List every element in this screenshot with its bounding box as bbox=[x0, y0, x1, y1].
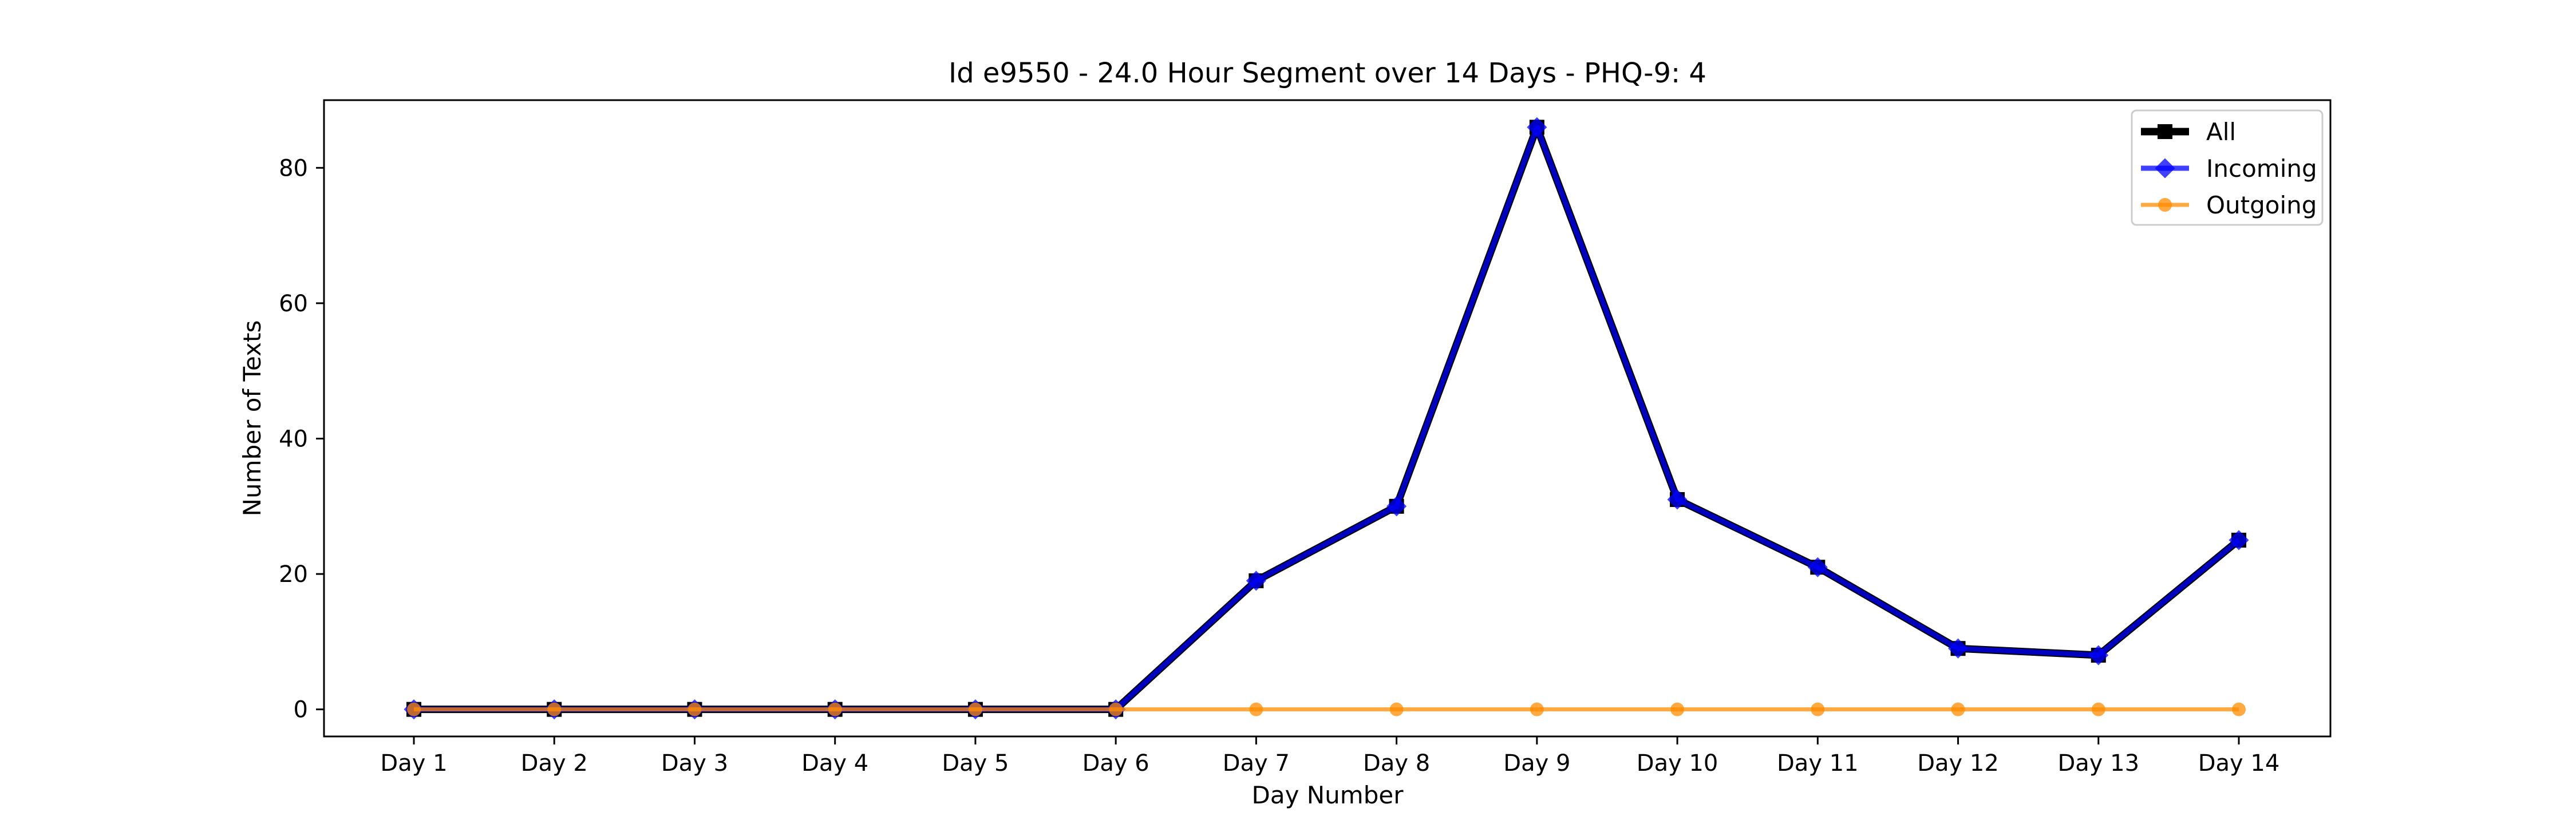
x-axis-ticks: Day 1 Day 2 Day 3 Day 4 Day 5 Day 6 Day 7 Day 8… bbox=[380, 736, 2279, 777]
data-point bbox=[2091, 702, 2105, 716]
chart-title: Id e9550 - 24.0 Hour Segment over 14 Day… bbox=[949, 57, 1706, 89]
data-point bbox=[1249, 702, 1263, 716]
data-point bbox=[1389, 702, 1404, 716]
data-point bbox=[407, 702, 421, 716]
x-tick-label: Day 14 bbox=[2198, 750, 2280, 777]
data-point bbox=[1530, 702, 1544, 716]
data-point bbox=[2158, 198, 2172, 212]
y-tick-label: 20 bbox=[279, 561, 308, 588]
series-line bbox=[414, 123, 2242, 714]
x-tick-label: Day 7 bbox=[1223, 750, 1290, 777]
y-tick-label: 40 bbox=[279, 426, 308, 452]
legend-label: Incoming bbox=[2206, 154, 2317, 183]
x-tick-label: Day 4 bbox=[801, 750, 868, 777]
legend: All Incoming Outgoing bbox=[2131, 109, 2324, 226]
data-point bbox=[2088, 645, 2109, 665]
data-point bbox=[2155, 158, 2175, 179]
series-all bbox=[406, 120, 2246, 717]
x-tick-label: Day 13 bbox=[2057, 750, 2139, 777]
x-tick-label: Day 9 bbox=[1503, 750, 1570, 777]
x-tick-label: Day 12 bbox=[1917, 750, 1999, 777]
legend-item: All bbox=[2141, 118, 2236, 146]
legend-label: All bbox=[2206, 118, 2236, 146]
x-tick-label: Day 6 bbox=[1082, 750, 1149, 777]
x-axis-label: Day Number bbox=[1251, 781, 1404, 809]
data-point bbox=[1109, 702, 1123, 716]
x-tick-label: Day 1 bbox=[380, 750, 447, 777]
x-tick-label: Day 2 bbox=[521, 750, 588, 777]
series-incoming bbox=[404, 117, 2249, 720]
y-axis-label: Number of Texts bbox=[238, 320, 266, 517]
data-point bbox=[688, 702, 702, 716]
data-point bbox=[968, 702, 982, 716]
data-point bbox=[547, 702, 562, 716]
data-point bbox=[1807, 557, 1828, 577]
plot-frame bbox=[323, 99, 2332, 738]
x-tick-label: Day 8 bbox=[1363, 750, 1430, 777]
y-tick-label: 80 bbox=[279, 155, 308, 181]
y-tick-label: 0 bbox=[294, 697, 308, 723]
x-tick-label: Day 11 bbox=[1777, 750, 1859, 777]
data-point bbox=[1246, 571, 1266, 591]
data-point bbox=[1951, 702, 1965, 716]
data-point bbox=[1386, 496, 1407, 517]
x-tick-label: Day 5 bbox=[942, 750, 1009, 777]
legend-label: Outgoing bbox=[2206, 191, 2317, 219]
data-point bbox=[1527, 117, 1547, 137]
data-point bbox=[1811, 702, 1825, 716]
data-point bbox=[1667, 489, 1688, 510]
x-tick-label: Day 3 bbox=[661, 750, 728, 777]
data-point bbox=[1947, 638, 1969, 659]
legend-frame bbox=[2131, 109, 2324, 226]
data-point bbox=[1670, 702, 1685, 716]
data-point bbox=[2158, 124, 2172, 139]
x-tick-label: Day 10 bbox=[1637, 750, 1718, 777]
series-outgoing bbox=[407, 702, 2246, 716]
legend-item: Outgoing bbox=[2141, 191, 2317, 219]
y-tick-label: 60 bbox=[279, 291, 308, 317]
series-line bbox=[414, 124, 2241, 712]
series-layer bbox=[404, 117, 2249, 720]
data-point bbox=[2229, 530, 2249, 550]
y-axis-ticks: 0 20 40 60 80 bbox=[279, 155, 324, 723]
legend-item: Incoming bbox=[2141, 154, 2317, 183]
data-point bbox=[2232, 702, 2246, 716]
data-point bbox=[828, 702, 842, 716]
